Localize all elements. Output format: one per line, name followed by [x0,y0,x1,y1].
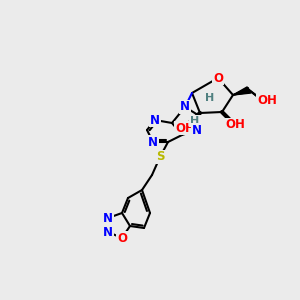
Text: OH: OH [175,122,195,134]
Polygon shape [233,88,250,95]
Text: N: N [103,226,113,238]
Text: N: N [180,100,190,113]
Text: N: N [103,212,113,224]
Text: H: H [190,116,200,126]
Text: N: N [192,124,202,136]
Text: OH: OH [225,118,245,131]
Text: H: H [206,93,214,103]
Polygon shape [233,87,251,95]
Text: OH: OH [257,94,277,106]
Text: O: O [117,232,127,244]
Text: S: S [156,151,164,164]
Text: N: N [148,136,158,148]
Text: N: N [150,113,160,127]
Text: O: O [213,71,223,85]
